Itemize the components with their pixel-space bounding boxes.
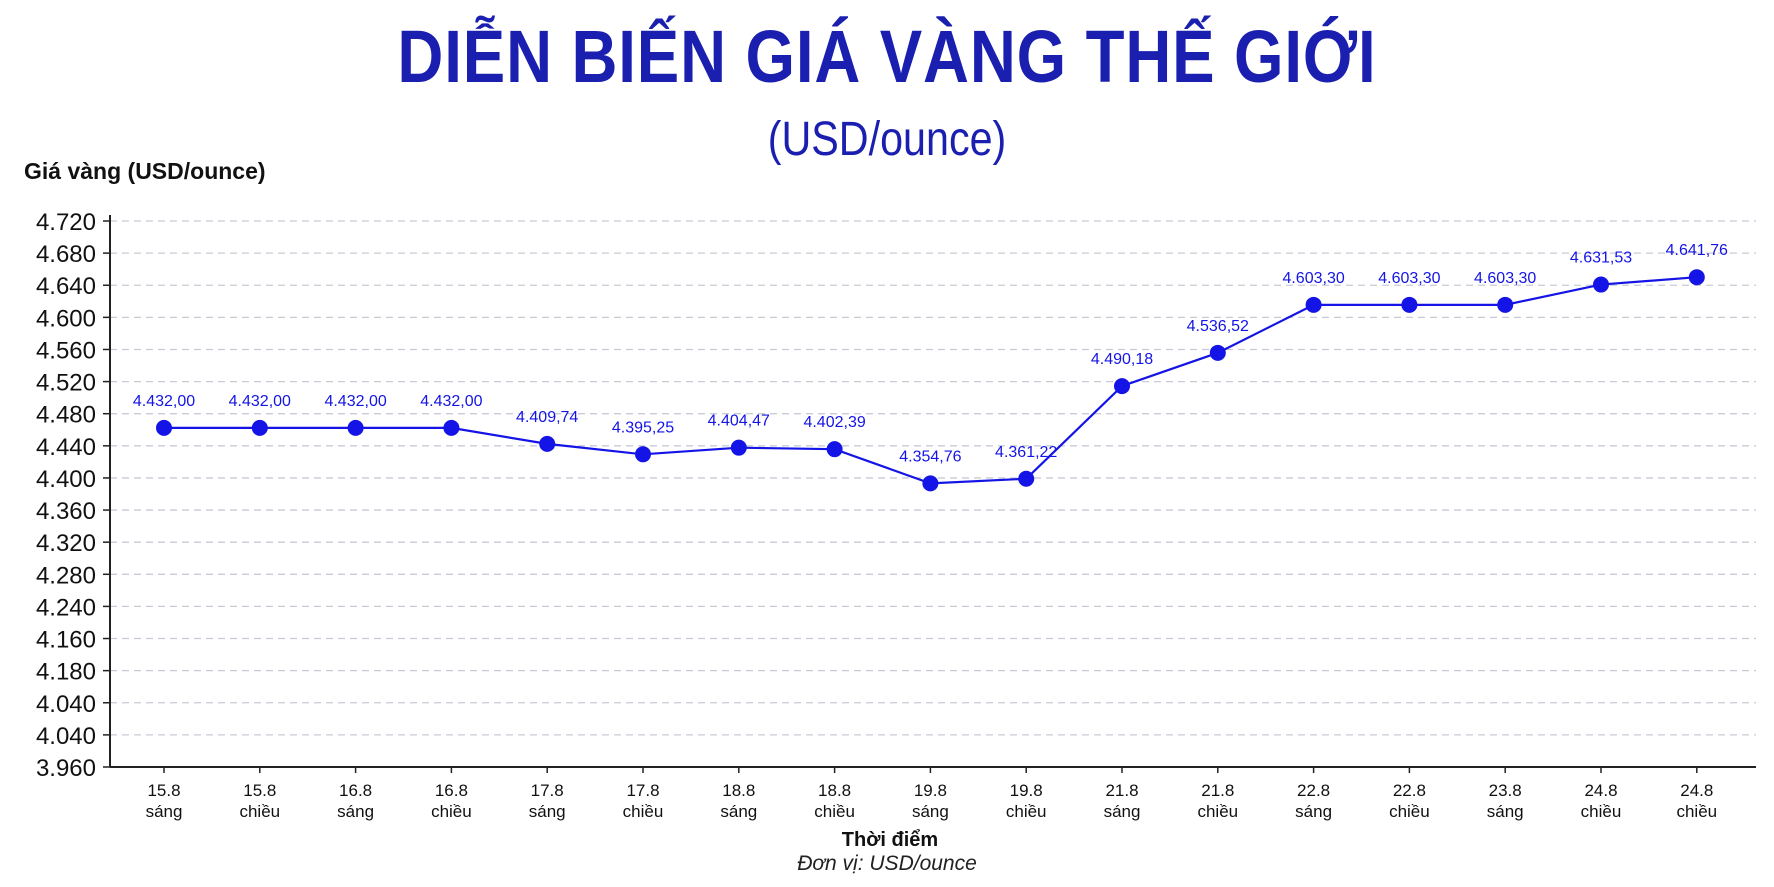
y-tick-label: 4.560 xyxy=(36,337,96,364)
x-tick-label-session: sáng xyxy=(1487,802,1524,821)
data-point xyxy=(922,475,939,492)
data-label: 4.432,00 xyxy=(133,393,195,410)
x-axis-label: Thời điểm xyxy=(842,829,938,851)
x-tick-label-date: 19.8 xyxy=(914,781,947,800)
x-tick-label-date: 21.8 xyxy=(1105,781,1138,800)
y-tick-label: 4.240 xyxy=(36,594,96,621)
x-tick-label-session: sáng xyxy=(1295,802,1332,821)
y-tick-label: 4.040 xyxy=(36,691,96,718)
data-point xyxy=(1688,269,1705,286)
x-tick-label-date: 22.8 xyxy=(1393,781,1426,800)
data-label: 4.603,30 xyxy=(1378,270,1440,287)
x-tick-label-date: 17.8 xyxy=(626,781,659,800)
chart-subtitle: (USD/ounce) xyxy=(767,113,1007,166)
data-label: 4.354,76 xyxy=(899,448,961,465)
data-label: 4.603,30 xyxy=(1474,270,1536,287)
y-tick-label: 4.640 xyxy=(36,273,96,300)
x-tick-label-session: sáng xyxy=(1104,802,1141,821)
x-tick-label-session: chiều xyxy=(431,802,472,821)
y-tick-label: 4.720 xyxy=(36,209,96,236)
x-tick-label-date: 18.8 xyxy=(722,781,755,800)
data-label: 4.409,74 xyxy=(516,409,578,426)
x-tick-label-date: 21.8 xyxy=(1201,781,1234,800)
y-tick-label: 4.440 xyxy=(36,434,96,461)
y-axis-label: Giá vàng (USD/ounce) xyxy=(24,158,266,184)
data-point xyxy=(443,419,460,436)
data-label: 4.404,47 xyxy=(708,413,770,430)
y-tick-label: 4.320 xyxy=(36,530,96,557)
data-label: 4.603,30 xyxy=(1282,270,1344,287)
y-tick-label: 4.160 xyxy=(36,627,96,654)
data-point xyxy=(156,419,172,436)
data-label: 4.641,76 xyxy=(1666,242,1728,259)
data-label: 4.631,53 xyxy=(1570,250,1632,267)
x-tick-label-date: 23.8 xyxy=(1489,781,1522,800)
x-tick-label-date: 22.8 xyxy=(1297,781,1330,800)
x-tick-label-session: sáng xyxy=(912,802,949,821)
x-tick-label-session: sáng xyxy=(529,802,566,821)
x-tick-label-date: 15.8 xyxy=(243,781,276,800)
x-tick-label-session: chiều xyxy=(623,802,664,821)
y-tick-label: 4.040 xyxy=(36,723,96,750)
x-tick-label-session: chiều xyxy=(1389,802,1430,821)
x-tick-label-session: chiều xyxy=(1197,802,1238,821)
x-tick-label-date: 15.8 xyxy=(147,781,180,800)
x-tick-label-date: 16.8 xyxy=(339,781,372,800)
x-tick-label-session: chiều xyxy=(1006,802,1047,821)
data-point xyxy=(347,419,364,436)
y-tick-label: 4.180 xyxy=(36,659,96,686)
y-tick-label: 4.400 xyxy=(36,466,96,493)
data-label: 4.432,00 xyxy=(229,393,291,410)
data-point xyxy=(1018,470,1035,487)
data-point xyxy=(1593,276,1609,293)
x-tick-label-date: 19.8 xyxy=(1010,781,1043,800)
data-label: 4.402,39 xyxy=(803,414,865,431)
y-tick-label: 4.600 xyxy=(36,305,96,332)
unit-note: Đơn vị: USD/ounce xyxy=(797,852,977,875)
data-point xyxy=(251,419,268,436)
y-tick-label: 3.960 xyxy=(36,755,96,782)
x-tick-label-session: chiều xyxy=(1581,802,1622,821)
data-label: 4.432,00 xyxy=(324,393,386,410)
x-tick-label-session: sáng xyxy=(720,802,757,821)
data-label: 4.395,25 xyxy=(612,419,674,436)
data-point xyxy=(635,446,651,463)
data-point xyxy=(1497,296,1514,313)
data-label: 4.432,00 xyxy=(420,393,482,410)
y-tick-label: 4.680 xyxy=(36,241,96,268)
x-tick-label-session: sáng xyxy=(146,802,183,821)
data-point xyxy=(1209,344,1226,361)
x-tick-label-date: 24.8 xyxy=(1680,781,1713,800)
data-point xyxy=(1401,296,1418,313)
y-tick-label: 4.360 xyxy=(36,498,96,525)
x-tick-label-session: chiều xyxy=(239,802,280,821)
y-tick-label: 4.480 xyxy=(36,402,96,429)
data-label: 4.536,52 xyxy=(1187,318,1249,335)
y-tick-label: 4.280 xyxy=(36,562,96,589)
x-tick-label-session: chiều xyxy=(1676,802,1717,821)
data-point xyxy=(826,441,843,458)
x-tick-label-date: 24.8 xyxy=(1584,781,1617,800)
x-tick-label-session: sáng xyxy=(337,802,374,821)
x-tick-label-date: 17.8 xyxy=(531,781,564,800)
data-point xyxy=(1305,296,1322,313)
data-label: 4.490,18 xyxy=(1091,351,1153,368)
chart-title: DIỄN BIẾN GIÁ VÀNG THẾ GIỚI xyxy=(397,15,1377,98)
y-tick-label: 4.520 xyxy=(36,370,96,397)
data-point xyxy=(1114,378,1130,395)
data-point xyxy=(730,439,747,456)
data-point xyxy=(539,435,556,452)
x-tick-label-date: 16.8 xyxy=(435,781,468,800)
data-label: 4.361,22 xyxy=(995,444,1057,461)
x-tick-label-session: chiều xyxy=(814,802,855,821)
x-tick-label-date: 18.8 xyxy=(818,781,851,800)
